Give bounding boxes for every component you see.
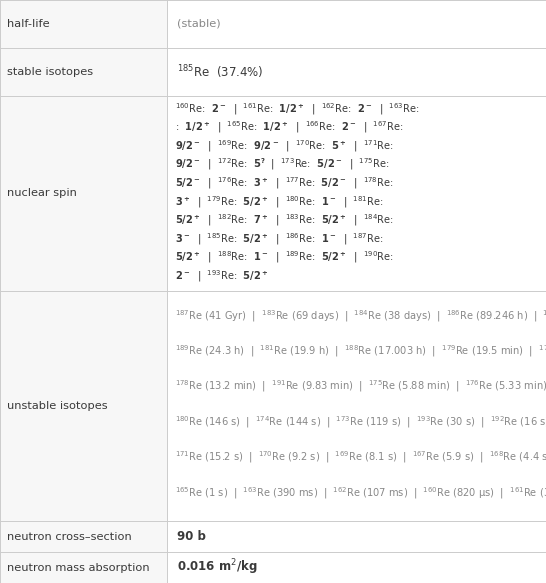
Text: neutron cross–section: neutron cross–section xyxy=(7,532,131,542)
Text: $\mathbf{3^+}$  |  $^{179}$Re:  $\mathbf{5/2^+}$  |  $^{180}$Re:  $\mathbf{1^-}$: $\mathbf{3^+}$ | $^{179}$Re: $\mathbf{5/… xyxy=(175,194,383,209)
Bar xyxy=(167,291,546,521)
Text: $^{185}$Re  (37.4%): $^{185}$Re (37.4%) xyxy=(177,63,264,80)
Bar xyxy=(0,521,167,552)
Text: stable isotopes: stable isotopes xyxy=(7,66,93,77)
Text: nuclear spin: nuclear spin xyxy=(7,188,76,198)
Text: $\mathbf{9/2^-}$  |  $^{172}$Re:  $\mathbf{5^?}$  |  $^{173}$Re:  $\mathbf{5/2^-: $\mathbf{9/2^-}$ | $^{172}$Re: $\mathbf{… xyxy=(175,156,389,173)
Bar xyxy=(167,96,546,291)
Text: $^{160}$Re:  $\mathbf{2^-}$  |  $^{161}$Re:  $\mathbf{1/2^+}$  |  $^{162}$Re:  $: $^{160}$Re: $\mathbf{2^-}$ | $^{161}$Re:… xyxy=(175,101,419,117)
Text: :  $\mathbf{1/2^+}$  |  $^{165}$Re:  $\mathbf{1/2^+}$  |  $^{166}$Re:  $\mathbf{: : $\mathbf{1/2^+}$ | $^{165}$Re: $\mathb… xyxy=(175,120,403,135)
Text: $^{178}$Re (13.2 min)  |  $^{191}$Re (9.83 min)  |  $^{175}$Re (5.88 min)  |  $^: $^{178}$Re (13.2 min) | $^{191}$Re (9.83… xyxy=(175,379,546,395)
Text: $\mathbf{2^-}$  |  $^{193}$Re:  $\mathbf{5/2^+}$: $\mathbf{2^-}$ | $^{193}$Re: $\mathbf{5/… xyxy=(175,268,268,284)
Text: $\mathbf{3^-}$  |  $^{185}$Re:  $\mathbf{5/2^+}$  |  $^{186}$Re:  $\mathbf{1^-}$: $\mathbf{3^-}$ | $^{185}$Re: $\mathbf{5/… xyxy=(175,231,383,247)
Bar xyxy=(167,521,546,552)
Text: $^{165}$Re (1 s)  |  $^{163}$Re (390 ms)  |  $^{162}$Re (107 ms)  |  $^{160}$Re : $^{165}$Re (1 s) | $^{163}$Re (390 ms) |… xyxy=(175,485,546,501)
Text: $\mathbf{9/2^-}$  |  $^{169}$Re:  $\mathbf{9/2^-}$  |  $^{170}$Re:  $\mathbf{5^+: $\mathbf{9/2^-}$ | $^{169}$Re: $\mathbf{… xyxy=(175,138,394,154)
Text: 0.016 m$^2$/kg: 0.016 m$^2$/kg xyxy=(177,558,258,577)
Bar xyxy=(0,0,167,48)
Text: $^{171}$Re (15.2 s)  |  $^{170}$Re (9.2 s)  |  $^{169}$Re (8.1 s)  |  $^{167}$Re: $^{171}$Re (15.2 s) | $^{170}$Re (9.2 s)… xyxy=(175,449,546,465)
Text: neutron mass absorption: neutron mass absorption xyxy=(7,563,149,573)
Bar xyxy=(167,0,546,48)
Text: $^{180}$Re (146 s)  |  $^{174}$Re (144 s)  |  $^{173}$Re (119 s)  |  $^{193}$Re : $^{180}$Re (146 s) | $^{174}$Re (144 s) … xyxy=(175,414,546,430)
Bar xyxy=(167,552,546,583)
Text: $^{187}$Re (41 Gyr)  |  $^{183}$Re (69 days)  |  $^{184}$Re (38 days)  |  $^{186: $^{187}$Re (41 Gyr) | $^{183}$Re (69 day… xyxy=(175,308,546,324)
Text: half-life: half-life xyxy=(7,19,49,29)
Bar xyxy=(0,48,167,96)
Text: $\mathbf{5/2^+}$  |  $^{182}$Re:  $\mathbf{7^+}$  |  $^{183}$Re:  $\mathbf{5/2^+: $\mathbf{5/2^+}$ | $^{182}$Re: $\mathbf{… xyxy=(175,212,394,228)
Text: 90 b: 90 b xyxy=(177,530,206,543)
Text: unstable isotopes: unstable isotopes xyxy=(7,401,107,411)
Bar xyxy=(167,48,546,96)
Bar xyxy=(0,552,167,583)
Text: (stable): (stable) xyxy=(177,19,221,29)
Text: $^{189}$Re (24.3 h)  |  $^{181}$Re (19.9 h)  |  $^{188}$Re (17.003 h)  |  $^{179: $^{189}$Re (24.3 h) | $^{181}$Re (19.9 h… xyxy=(175,343,546,359)
Bar xyxy=(0,96,167,291)
Bar xyxy=(0,291,167,521)
Text: $\mathbf{5/2^+}$  |  $^{188}$Re:  $\mathbf{1^-}$  |  $^{189}$Re:  $\mathbf{5/2^+: $\mathbf{5/2^+}$ | $^{188}$Re: $\mathbf{… xyxy=(175,250,394,265)
Text: $\mathbf{5/2^-}$  |  $^{176}$Re:  $\mathbf{3^+}$  |  $^{177}$Re:  $\mathbf{5/2^-: $\mathbf{5/2^-}$ | $^{176}$Re: $\mathbf{… xyxy=(175,175,394,191)
